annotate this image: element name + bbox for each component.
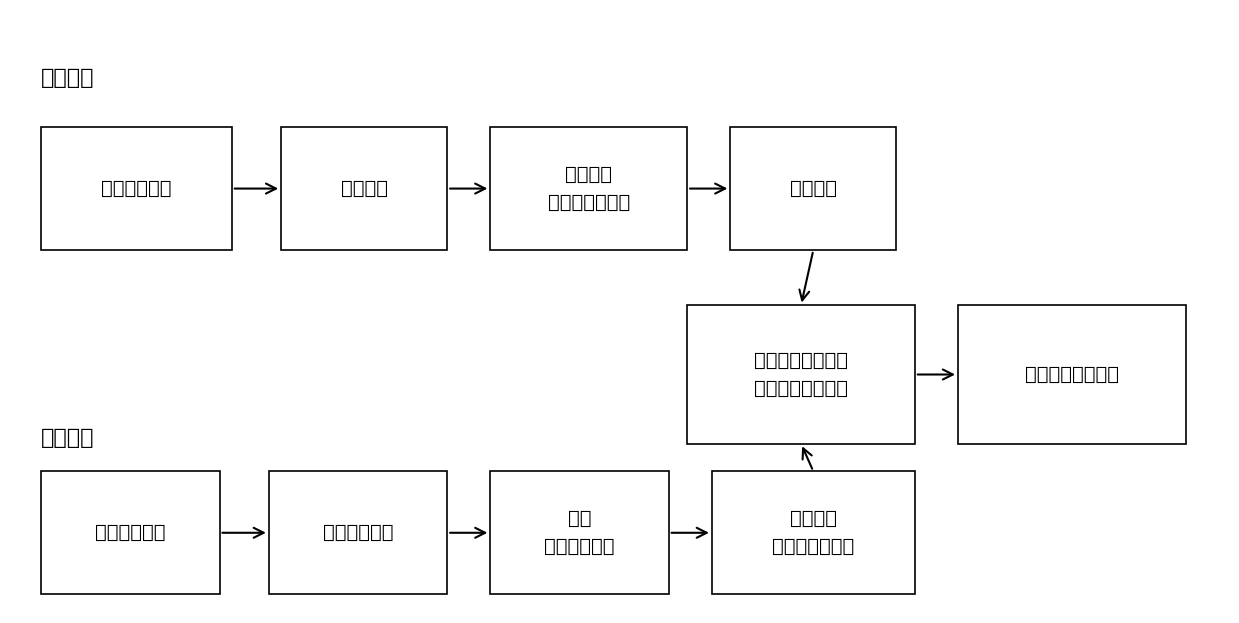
FancyBboxPatch shape xyxy=(269,472,447,594)
Text: 下装组态: 下装组态 xyxy=(789,179,836,198)
Text: 设置不同环境的监
视功能的操作权限: 设置不同环境的监 视功能的操作权限 xyxy=(755,351,847,398)
Text: 实现监视诊断功能: 实现监视诊断功能 xyxy=(1025,365,1119,384)
Text: 组态文件
拷贝至工程师站: 组态文件 拷贝至工程师站 xyxy=(548,165,629,212)
Text: 组态文件
拷贝至工程师站: 组态文件 拷贝至工程师站 xyxy=(772,509,855,556)
FancyBboxPatch shape xyxy=(491,127,688,250)
Text: 软件组态: 软件组态 xyxy=(41,68,94,88)
FancyBboxPatch shape xyxy=(730,127,896,250)
Text: 配置组态链接: 配置组态链接 xyxy=(322,523,393,542)
Text: 设置诊断信息: 设置诊断信息 xyxy=(102,179,172,198)
Text: 画面组态: 画面组态 xyxy=(41,427,94,447)
FancyBboxPatch shape xyxy=(491,472,669,594)
FancyBboxPatch shape xyxy=(688,305,914,444)
Text: 配置
画面导航切换: 配置 画面导航切换 xyxy=(544,509,615,556)
FancyBboxPatch shape xyxy=(41,127,232,250)
FancyBboxPatch shape xyxy=(41,472,219,594)
Text: 绘制机架画面: 绘制机架画面 xyxy=(95,523,166,542)
Text: 编制组态: 编制组态 xyxy=(341,179,388,198)
FancyBboxPatch shape xyxy=(281,127,447,250)
FancyBboxPatch shape xyxy=(711,472,914,594)
FancyBboxPatch shape xyxy=(958,305,1186,444)
